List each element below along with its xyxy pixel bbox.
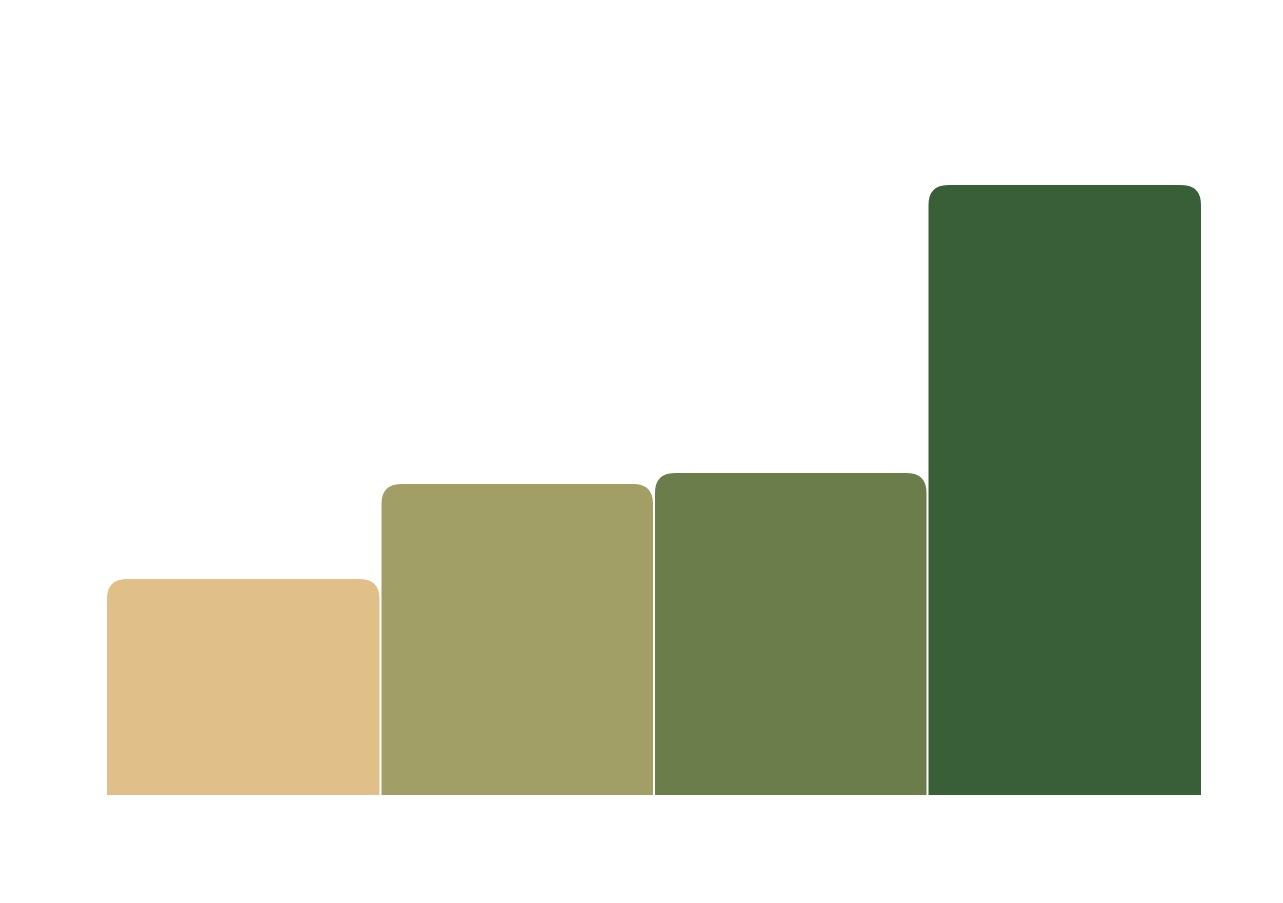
bar-4: [928, 185, 1201, 795]
bar-3: [655, 473, 927, 795]
bar-2: [381, 484, 653, 795]
bar-group: [107, 185, 1201, 795]
bar-1: [107, 579, 380, 795]
